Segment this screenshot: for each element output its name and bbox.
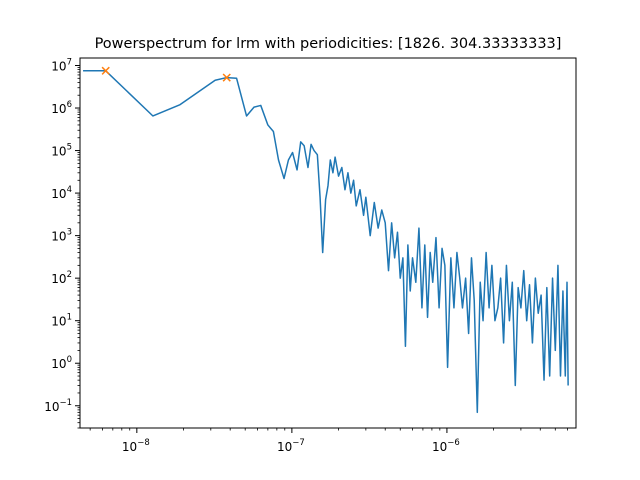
y-tick-label: 104 (51, 185, 72, 201)
peak-marker-0 (101, 66, 110, 75)
y-tick-label: 105 (51, 143, 72, 159)
plot-frame (79, 57, 577, 429)
y-tick-label: 100 (51, 355, 72, 371)
y-tick-label: 106 (51, 100, 72, 116)
x-tick-label: 10−6 (432, 438, 460, 454)
x-tick-label: 10−8 (122, 438, 150, 454)
y-tick-label: 101 (51, 313, 72, 329)
series-line-0 (83, 70, 569, 414)
y-tick-label: 10−1 (44, 398, 72, 414)
series-layer (83, 70, 569, 414)
chart-title: Powerspectrum for lrm with periodicities… (95, 36, 562, 52)
peak-marker-1 (222, 73, 231, 82)
y-tick-label: 107 (51, 57, 72, 73)
x-axis: 10−8 10−7 10−6 (89, 428, 568, 454)
x-tick-label: 10−7 (277, 438, 305, 454)
marker-layer (101, 66, 231, 82)
y-tick-label: 103 (51, 228, 72, 244)
y-tick-label: 102 (51, 270, 72, 286)
y-axis: 107 106 105 104 103 102 101 100 10−1 (44, 57, 80, 429)
